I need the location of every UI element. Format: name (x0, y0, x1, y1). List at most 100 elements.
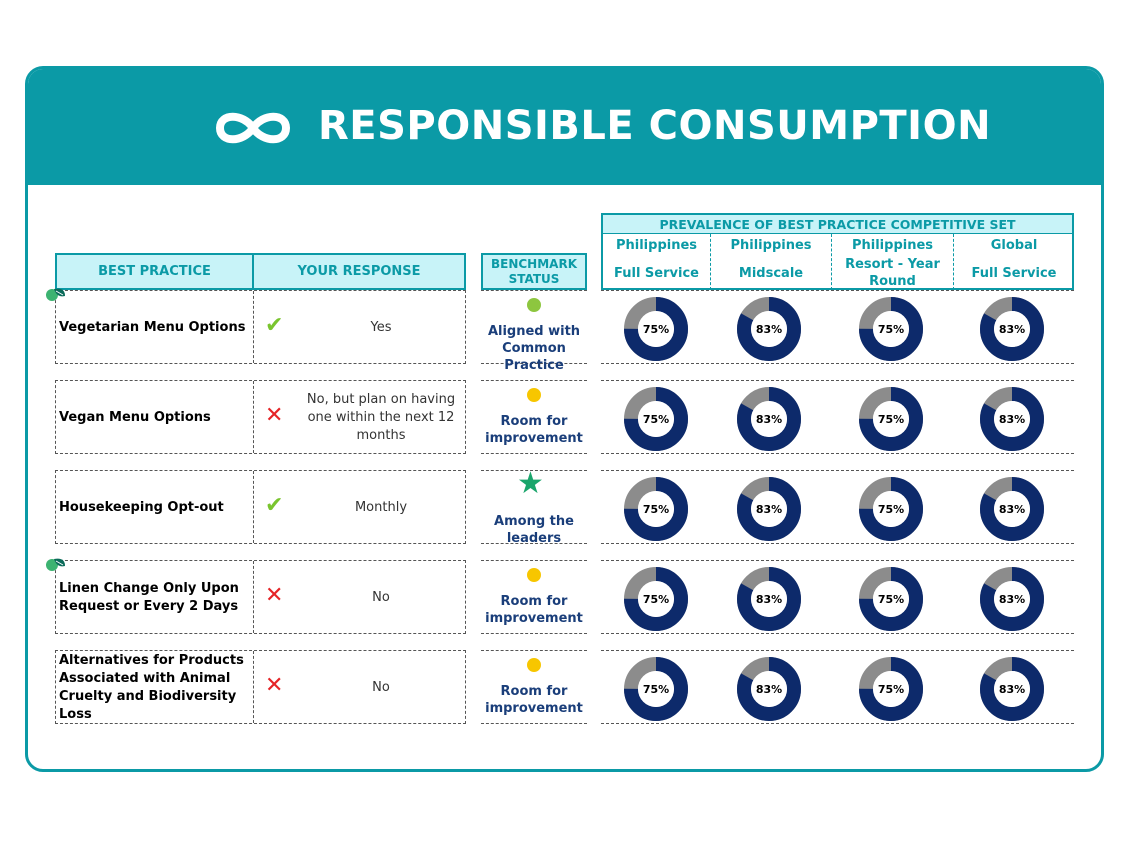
donut-fill (624, 567, 688, 631)
table-row: Linen Change Only Upon Request or Every … (55, 560, 466, 634)
donut-svg (859, 297, 923, 361)
donut-label: 83% (998, 322, 1026, 336)
donut-svg (737, 477, 801, 541)
donut-hole (751, 401, 787, 437)
donut-hole (873, 311, 909, 347)
benchmark-cell: Room for improvement (481, 380, 587, 454)
donut-label: 75% (642, 322, 670, 336)
donut-chart: 83% (979, 386, 1045, 452)
donut-svg (737, 657, 801, 721)
donut-svg (980, 567, 1044, 631)
title-banner: RESPONSIBLE CONSUMPTION (28, 69, 1101, 185)
donut-chart: 83% (979, 566, 1045, 632)
donut-svg (980, 477, 1044, 541)
donut-hole (638, 671, 674, 707)
benchmark-status: Room for improvement (485, 414, 583, 446)
donut-svg (859, 387, 923, 451)
donut-svg (980, 297, 1044, 361)
donut-fill (737, 657, 801, 721)
donut-chart: 83% (979, 296, 1045, 362)
donut-hole (751, 491, 787, 527)
donut-label: 75% (877, 682, 905, 696)
donut-chart: 75% (858, 296, 924, 362)
segment-line1: Philippines (851, 238, 934, 253)
donut-label: 83% (755, 592, 783, 606)
segment-header: Philippines Full Service (603, 234, 710, 290)
benchmark-status-header: BENCHMARK STATUS (481, 253, 587, 290)
donut-fill (859, 567, 923, 631)
practice-name: Linen Change Only Upon Request or Every … (59, 581, 239, 614)
benchmark-status: Room for improvement (485, 684, 583, 716)
check-icon: ✔ (265, 493, 284, 518)
donut-chart: 83% (979, 476, 1045, 542)
prevalence-row: 75% 83% 75% 83% (601, 470, 1074, 544)
segment-header: Global Full Service (953, 234, 1074, 290)
donut-fill (980, 567, 1044, 631)
row-divider (253, 381, 254, 453)
donut-chart: 83% (736, 476, 802, 542)
donut-label: 75% (877, 502, 905, 516)
donut-fill (859, 387, 923, 451)
donut-label: 83% (998, 502, 1026, 516)
donut-hole (873, 581, 909, 617)
best-practice-header: BEST PRACTICE (55, 253, 254, 290)
donut-chart: 75% (623, 656, 689, 722)
prevalence-row: 75% 83% 75% 83% (601, 650, 1074, 724)
donut-fill (859, 477, 923, 541)
donut-fill (624, 387, 688, 451)
donut-chart: 75% (623, 566, 689, 632)
segment-header: Philippines Resort - Year Round (831, 234, 953, 290)
donut-svg (980, 387, 1044, 451)
donut-hole (994, 671, 1030, 707)
segment-header: Philippines Midscale (710, 234, 831, 290)
donut-chart: 83% (736, 656, 802, 722)
donut-hole (873, 401, 909, 437)
segment-line2: Midscale (738, 266, 804, 281)
donut-hole (638, 491, 674, 527)
donut-label: 83% (998, 682, 1026, 696)
donut-hole (751, 581, 787, 617)
donut-label: 83% (755, 682, 783, 696)
segment-line1: Global (990, 238, 1038, 253)
donut-svg (859, 657, 923, 721)
donut-hole (638, 311, 674, 347)
prevalence-row: 75% 83% 75% 83% (601, 380, 1074, 454)
donut-chart: 83% (736, 386, 802, 452)
donut-label: 83% (755, 322, 783, 336)
status-dot-icon (527, 298, 541, 312)
donut-svg (624, 567, 688, 631)
donut-chart: 75% (858, 566, 924, 632)
donut-hole (994, 581, 1030, 617)
donut-svg (859, 477, 923, 541)
donut-label: 75% (877, 322, 905, 336)
donut-label: 75% (877, 592, 905, 606)
donut-chart: 83% (736, 566, 802, 632)
donut-label: 83% (998, 412, 1026, 426)
benchmark-status: Among the leaders (494, 514, 574, 546)
donut-fill (737, 387, 801, 451)
donut-chart: 75% (858, 656, 924, 722)
response-text: No (372, 680, 390, 695)
donut-fill (980, 297, 1044, 361)
response-text: No, but plan on having one within the ne… (306, 392, 456, 443)
donut-fill (737, 567, 801, 631)
segment-line2: Resort - Year Round (845, 257, 940, 289)
row-divider (253, 291, 254, 363)
table-row: Housekeeping Opt-out ✔ Monthly (55, 470, 466, 544)
donut-chart: 75% (858, 386, 924, 452)
benchmark-cell: Room for improvement (481, 650, 587, 724)
donut-fill (859, 657, 923, 721)
prevalence-row: 75% 83% 75% 83% (601, 560, 1074, 634)
leaf-icon (46, 288, 65, 301)
segment-line2: Full Service (614, 266, 699, 281)
responsible-consumption-card: RESPONSIBLE CONSUMPTION (25, 66, 1104, 772)
donut-hole (873, 491, 909, 527)
donut-chart: 75% (858, 476, 924, 542)
status-dot-icon (527, 568, 541, 582)
donut-svg (859, 567, 923, 631)
donut-hole (751, 671, 787, 707)
donut-svg (624, 297, 688, 361)
benchmark-status: Room for improvement (485, 594, 583, 626)
donut-hole (994, 491, 1030, 527)
donut-hole (994, 311, 1030, 347)
